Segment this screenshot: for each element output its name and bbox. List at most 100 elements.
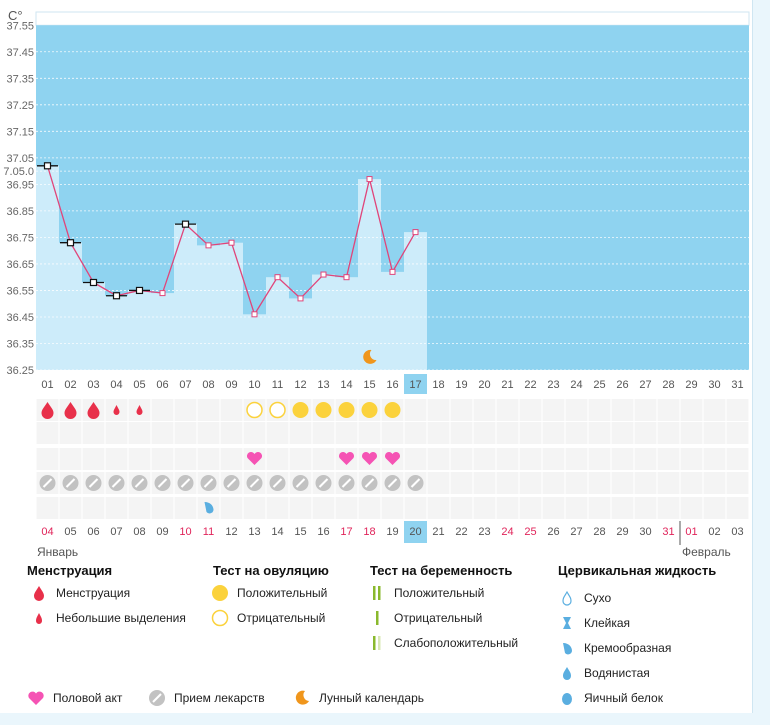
grid-cell — [219, 496, 244, 520]
grid-cell — [541, 447, 566, 471]
temperature-point — [135, 286, 144, 295]
grid-cell — [196, 447, 221, 471]
x-tick-label: 15 — [363, 379, 375, 391]
temperature-point — [366, 176, 373, 183]
legend-spotting-label: Небольшие выделения — [56, 611, 186, 625]
temperature-bar — [312, 274, 335, 370]
grid-cell — [472, 421, 497, 445]
grid-cell — [81, 496, 106, 520]
temperature-bar — [174, 224, 197, 370]
grid-cell — [725, 447, 750, 471]
medication-pill-stripe — [387, 478, 398, 488]
grid-cell — [656, 471, 681, 495]
grid-cell — [679, 421, 704, 445]
ovulation-test-negative — [246, 401, 263, 419]
x-tick-label: 12 — [294, 379, 306, 391]
grid-cell — [587, 421, 612, 445]
legend-intercourse: Половой акт — [27, 689, 122, 707]
temperature-point — [66, 239, 75, 247]
temperature-bar — [220, 242, 243, 370]
temperature-bar — [381, 271, 404, 370]
legend-pregnancy-negative: Отрицательный — [368, 609, 482, 627]
date-label: 28 — [593, 526, 605, 538]
grid-cell — [541, 398, 566, 422]
legend-lunar-label: Лунный календарь — [319, 691, 425, 705]
grid-cell — [104, 421, 129, 445]
cervical-creamy-drop — [204, 502, 214, 514]
heart-icon — [27, 689, 45, 707]
temperature-bar — [289, 298, 312, 370]
grid-cell — [334, 421, 359, 445]
grid-cell — [357, 496, 382, 520]
temperature-point — [274, 274, 281, 281]
y-tick-label: 37.05 — [6, 153, 34, 165]
grid-cell — [173, 447, 198, 471]
legend-menstruation: Менструация — [30, 584, 130, 602]
grid-cell — [35, 496, 60, 520]
temperature-bar — [151, 293, 174, 370]
grid-cell — [495, 496, 520, 520]
y-tick-label: 7.05.0 — [3, 166, 34, 178]
grid-cell — [173, 421, 198, 445]
grid-cell — [610, 496, 635, 520]
legend-spotting: Небольшие выделения — [30, 609, 186, 627]
grid-cell — [564, 421, 589, 445]
menstruation-drop — [64, 402, 77, 419]
menstruation-drop — [87, 402, 100, 419]
grid-cell — [633, 471, 658, 495]
grid-cell — [426, 496, 451, 520]
medication-pill-stripe — [364, 478, 375, 488]
grid-cell — [173, 398, 198, 422]
grid-cell — [311, 421, 336, 445]
legend-pregnancy-title: Тест на беременность — [370, 563, 513, 578]
legend-pregnancy-positive: Положительный — [368, 584, 484, 602]
grid-cell — [426, 398, 451, 422]
grid-cell — [426, 447, 451, 471]
date-label: 22 — [455, 526, 467, 538]
x-tick-label: 21 — [501, 379, 513, 391]
date-label: 07 — [110, 526, 122, 538]
y-tick-label: 36.95 — [6, 179, 34, 191]
temperature-bar — [404, 232, 427, 370]
grid-cell — [449, 421, 474, 445]
temperature-point — [112, 292, 121, 300]
pill-icon — [148, 689, 166, 707]
grid-cell — [679, 471, 704, 495]
spotting-drop — [136, 405, 143, 415]
grid-cell — [518, 496, 543, 520]
legend-cervical-eggwhite: Яичный белок — [558, 689, 663, 707]
medication-pill-stripe — [111, 478, 122, 488]
y-tick-label: 37.35 — [6, 73, 34, 85]
grid-cell — [288, 447, 313, 471]
grid-cell — [242, 496, 267, 520]
grid-cell — [196, 398, 221, 422]
grid-cell — [403, 421, 428, 445]
grid-cell — [656, 496, 681, 520]
filled-circle-icon — [211, 584, 229, 602]
grid-cell — [242, 421, 267, 445]
grid-cell — [58, 496, 83, 520]
medication-pill-stripe — [272, 478, 283, 488]
legend-ovulation-positive-label: Положительный — [237, 586, 328, 600]
x-tick-label: 29 — [685, 379, 697, 391]
grid-cell — [679, 496, 704, 520]
grid-cell — [449, 471, 474, 495]
date-label: 11 — [203, 526, 214, 538]
grid-cell — [702, 447, 727, 471]
grid-cell — [610, 421, 635, 445]
x-tick-label: 28 — [662, 379, 674, 391]
grid-cell — [357, 421, 382, 445]
grid-cell — [725, 496, 750, 520]
y-tick-label: 36.65 — [6, 259, 34, 271]
grid-cell — [564, 398, 589, 422]
date-label: 27 — [570, 526, 582, 538]
bbt-chart-card: C° 37.55 37.45 37.35 37.25 37.15 37.05 7.05.0 36… — [0, 0, 753, 713]
grid-cell — [610, 398, 635, 422]
x-tick-label: 03 — [87, 379, 99, 391]
intercourse-heart — [384, 451, 401, 465]
grid-cell — [265, 447, 290, 471]
grid-cell — [426, 421, 451, 445]
date-label: 13 — [248, 526, 260, 538]
y-tick-label: 36.25 — [6, 365, 34, 377]
x-tick-label: 06 — [156, 379, 168, 391]
